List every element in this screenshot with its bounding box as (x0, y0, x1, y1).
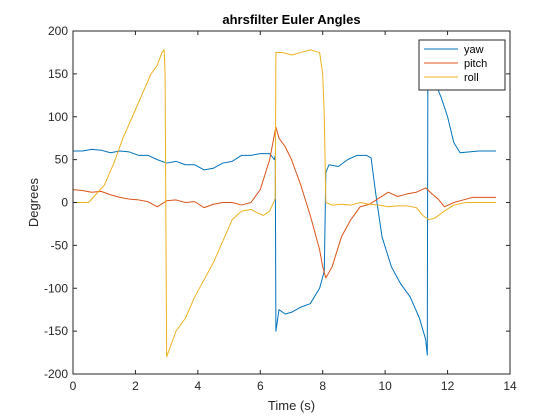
y-tick-label: 50 (55, 153, 69, 167)
ticks-layer: 0 2 4 6 8 10 12 14 -200 -150 -100 -50 0 50 100 150 200 (44, 24, 517, 393)
series-line-pitch (72, 126, 496, 279)
legend-label-pitch: pitch (464, 58, 487, 70)
x-tick-label: 8 (319, 379, 326, 393)
y-axis-label: Degrees (26, 177, 41, 227)
y-tick-label: -100 (44, 281, 68, 295)
y-tick-label: 0 (61, 196, 68, 210)
y-tick-label: -150 (44, 324, 68, 338)
x-tick-label: 2 (132, 379, 139, 393)
legend-label-yaw: yaw (464, 44, 484, 56)
legend: yaw pitch roll (418, 39, 506, 91)
x-tick-label: 12 (441, 379, 455, 393)
y-tick-label: 100 (48, 110, 68, 124)
x-tick-label: 10 (378, 379, 392, 393)
chart-title: ahrsfilter Euler Angles (222, 12, 360, 27)
x-tick-label: 6 (257, 379, 264, 393)
x-tick-label: 4 (195, 379, 202, 393)
x-axis-label: Time (s) (268, 398, 315, 413)
x-tick-label: 14 (503, 379, 517, 393)
y-tick-label: 200 (48, 24, 68, 38)
series-line-roll (73, 49, 496, 358)
y-tick-label: -50 (51, 238, 69, 252)
legend-box (418, 39, 506, 91)
legend-label-roll: roll (464, 72, 479, 84)
y-tick-label: 150 (48, 67, 68, 81)
x-tick-label: 0 (70, 379, 77, 393)
y-tick-label: -200 (44, 367, 68, 381)
